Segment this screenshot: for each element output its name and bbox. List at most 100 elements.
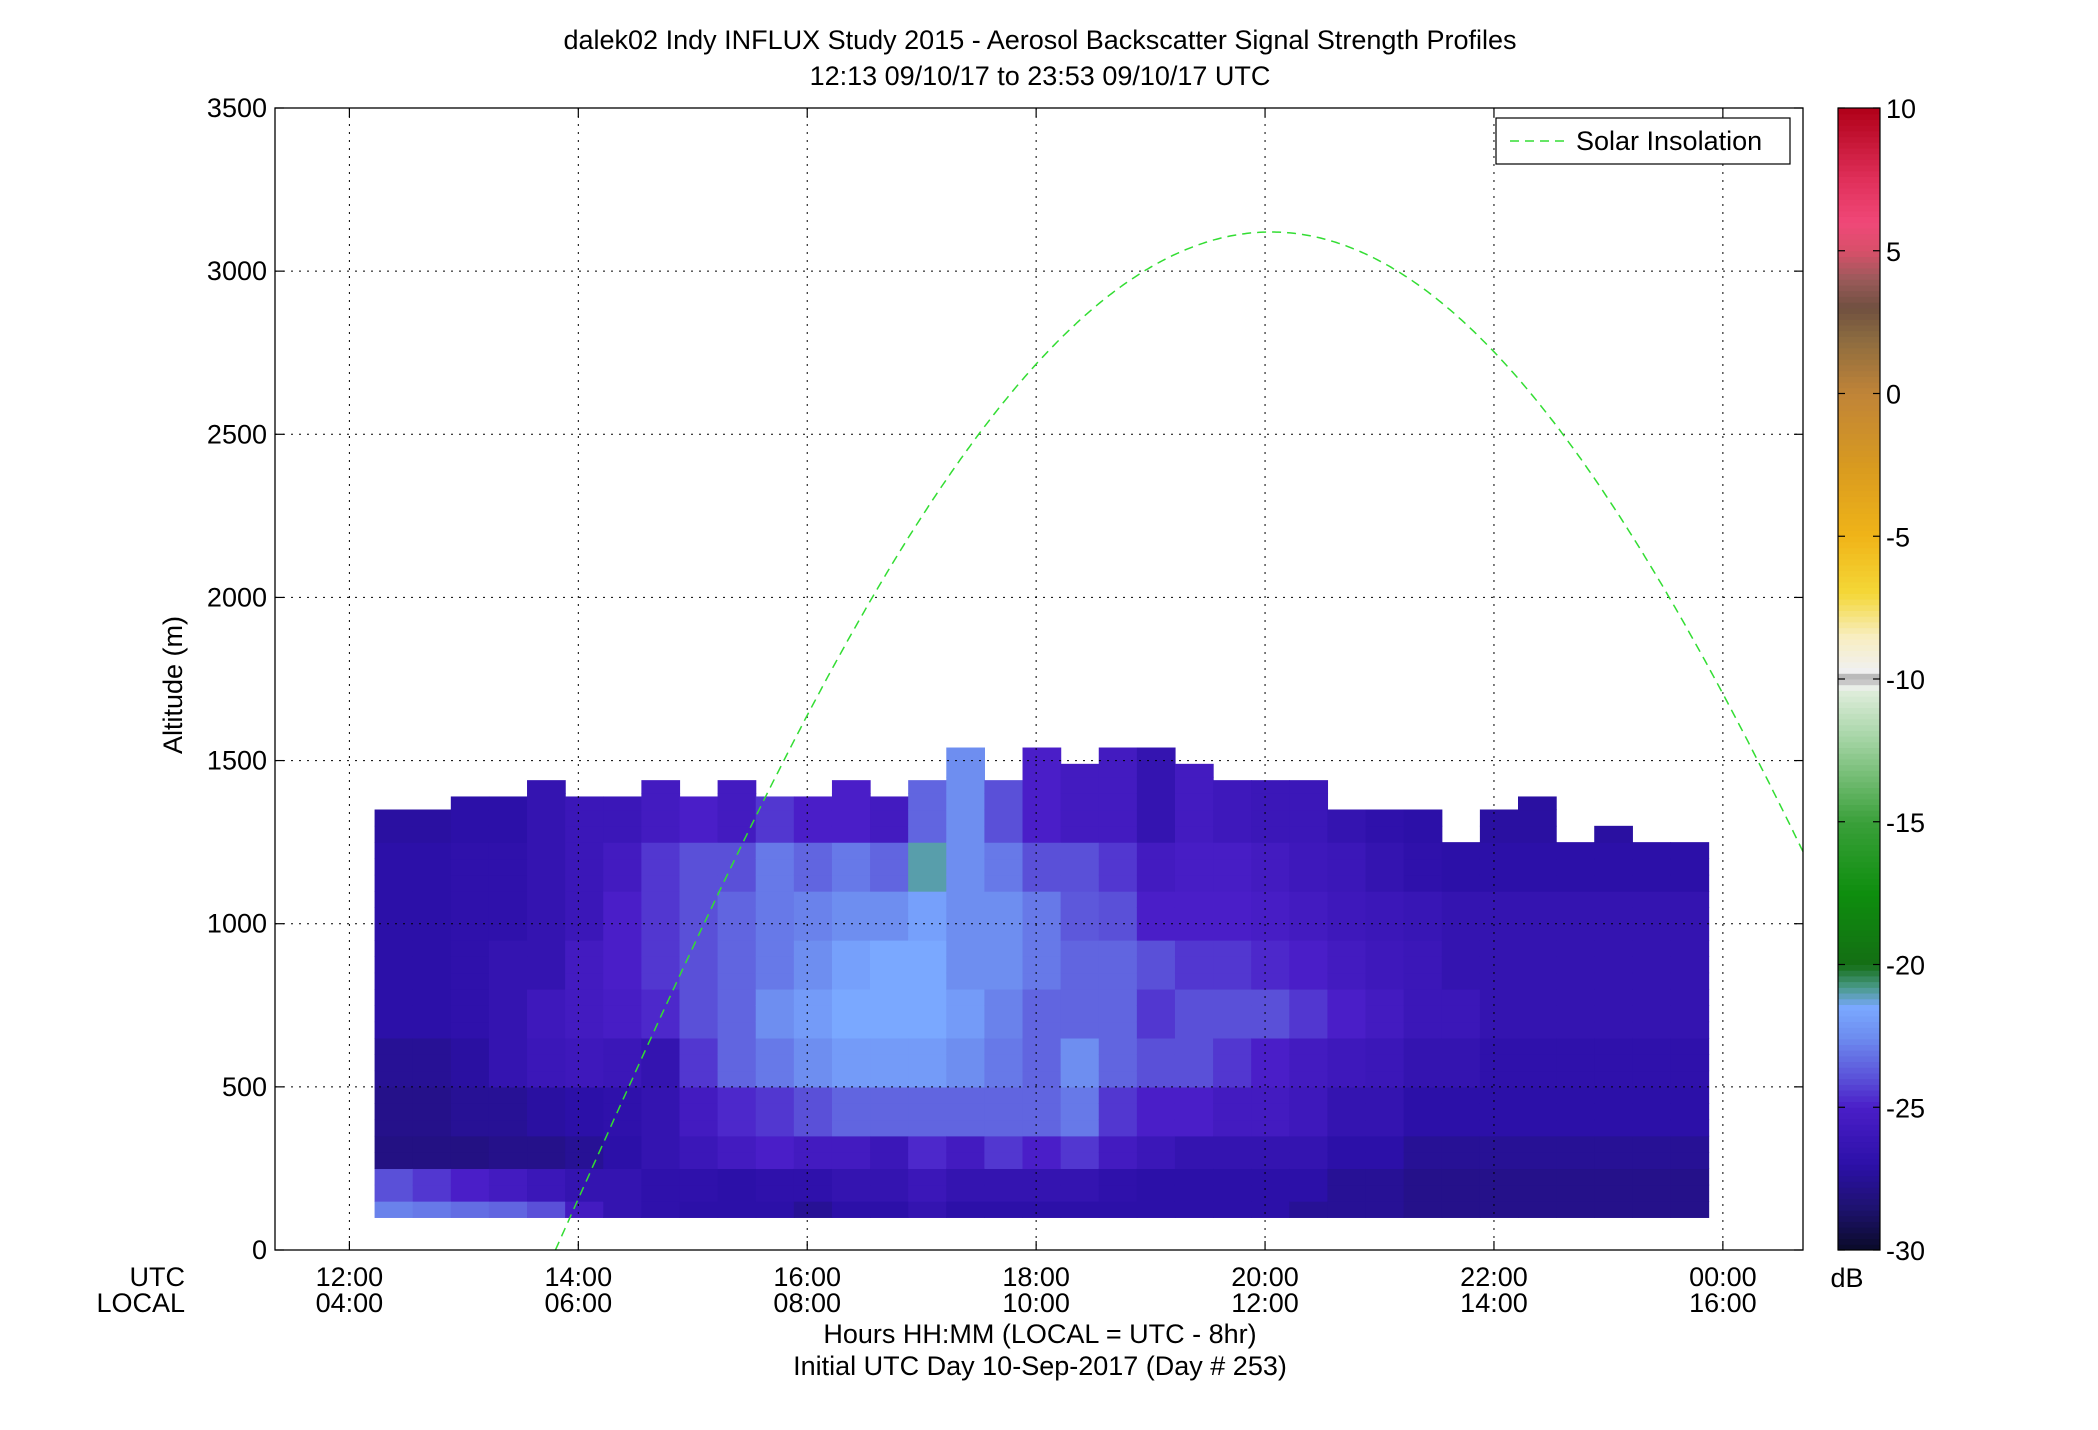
heatmap-cell [755, 923, 795, 941]
y-tick-label: 500 [222, 1072, 267, 1102]
heatmap-cell [450, 858, 490, 876]
heatmap-cell [1403, 988, 1443, 1006]
heatmap-cell [1251, 1152, 1290, 1170]
colorbar-segment [1838, 616, 1880, 623]
heatmap-cell [1098, 1168, 1138, 1186]
heatmap-cell [1213, 972, 1252, 990]
heatmap-cell [374, 972, 414, 990]
heatmap-cell [450, 874, 490, 892]
heatmap-cell [1518, 858, 1557, 876]
heatmap-cell [1022, 988, 1062, 1006]
heatmap-cell [488, 1021, 528, 1039]
heatmap-cell [1136, 1005, 1176, 1023]
colorbar-segment [1838, 216, 1880, 223]
heatmap-cell [679, 1135, 719, 1153]
colorbar-segment [1838, 119, 1880, 126]
colorbar-segment [1838, 404, 1880, 412]
heatmap-cell [1518, 1037, 1557, 1055]
colorbar-segment [1838, 810, 1880, 817]
y-tick-label: 2500 [207, 419, 267, 449]
heatmap-cell [1632, 1201, 1672, 1218]
heatmap-cell [870, 825, 909, 843]
heatmap-cell [1479, 858, 1519, 876]
grid-layer [275, 108, 1803, 1250]
colorbar-segment [1838, 364, 1880, 372]
heatmap-cell [1365, 825, 1405, 843]
heatmap-cell [450, 1184, 490, 1202]
heatmap-cell [1060, 1184, 1100, 1202]
x-tick-label-utc: 20:00 [1231, 1262, 1299, 1292]
x-tick-label-utc: 12:00 [316, 1262, 384, 1292]
heatmap-cell [1441, 1021, 1481, 1039]
colorbar-segment [1838, 941, 1880, 948]
heatmap-cell [1136, 1135, 1176, 1153]
colorbar-tick-label: -20 [1886, 951, 1925, 981]
colorbar-segment [1838, 256, 1880, 263]
heatmap-cell [1670, 842, 1710, 860]
heatmap-cell [1670, 1021, 1710, 1039]
heatmap-cell [1213, 1152, 1252, 1170]
colorbar-segment [1838, 918, 1880, 926]
heatmap-cell [488, 891, 528, 908]
colorbar-segment [1838, 290, 1880, 297]
heatmap-cell [908, 956, 947, 974]
heatmap-cell [374, 1168, 414, 1186]
heatmap-cell [488, 956, 528, 974]
heatmap-cell [1441, 988, 1481, 1006]
heatmap-cell [1136, 940, 1176, 957]
heatmap-cell [527, 858, 566, 876]
heatmap-cell [641, 858, 681, 876]
colorbar-segment [1838, 741, 1880, 749]
heatmap-cell [1670, 874, 1710, 892]
colorbar-segment [1838, 1232, 1880, 1240]
heatmap-cell [1251, 874, 1290, 892]
heatmap-cell [1251, 1119, 1290, 1137]
colorbar-segment [1838, 1107, 1880, 1114]
heatmap-cell [1403, 1070, 1443, 1088]
heatmap-cell [1136, 891, 1176, 908]
heatmap-cell [527, 940, 566, 957]
heatmap-cell [565, 1119, 604, 1137]
colorbar-segment [1838, 222, 1880, 229]
heatmap-cell [1251, 1005, 1290, 1023]
heatmap-cell [755, 796, 795, 811]
heatmap-cell [565, 1135, 604, 1153]
heatmap-cell [1289, 907, 1329, 925]
heatmap-cell [793, 858, 833, 876]
heatmap-cell [793, 1119, 833, 1137]
heatmap-cell [1098, 1021, 1138, 1039]
heatmap-cell [1251, 1021, 1290, 1039]
colorbar-segment [1838, 370, 1880, 377]
heatmap-cell [641, 780, 681, 794]
heatmap-cell [908, 1086, 947, 1104]
colorbar-segment [1838, 975, 1880, 983]
x-row-label-local: LOCAL [96, 1288, 185, 1318]
heatmap-cell [1213, 907, 1252, 925]
heatmap-cell [717, 874, 757, 892]
heatmap-cell [374, 858, 414, 876]
heatmap-cell [1556, 1184, 1595, 1202]
colorbar-segment [1838, 330, 1880, 337]
heatmap-cell [1022, 1152, 1062, 1170]
colorbar-segment [1838, 479, 1880, 486]
heatmap-cell [565, 1005, 604, 1023]
heatmap-cell [831, 988, 871, 1006]
heatmap-cell [1136, 923, 1176, 941]
colorbar-segment [1838, 1152, 1880, 1160]
heatmap-cell [1365, 988, 1405, 1006]
heatmap-cell [1556, 907, 1595, 925]
heatmap-cell [1518, 825, 1557, 843]
colorbar-segment [1838, 633, 1880, 640]
x-tick-label-utc: 18:00 [1002, 1262, 1070, 1292]
heatmap-cell [1479, 1037, 1519, 1055]
heatmap-cell [1556, 1201, 1595, 1218]
heatmap-cell [1594, 1037, 1633, 1055]
colorbar-segment [1838, 1078, 1880, 1085]
heatmap-cell [1060, 956, 1100, 974]
legend-label-solar-insolation: Solar Insolation [1576, 126, 1762, 156]
heatmap-cell [870, 1021, 909, 1039]
heatmap-cell [527, 809, 566, 827]
heatmap-cell [717, 1086, 757, 1104]
colorbar-segment [1838, 679, 1880, 686]
heatmap-cell [1098, 1005, 1138, 1023]
